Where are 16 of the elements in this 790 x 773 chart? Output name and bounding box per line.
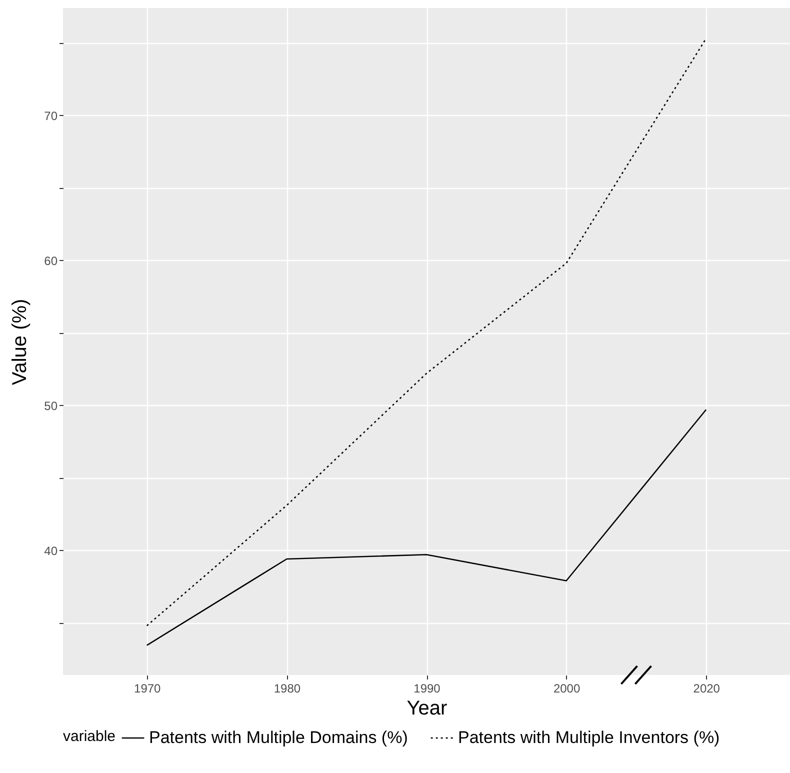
y-tick-label: 60: [44, 254, 58, 268]
legend-label: Patents with Multiple Inventors (%): [458, 728, 720, 747]
y-tick-label: 70: [44, 108, 58, 123]
y-tick-label: 40: [44, 544, 58, 558]
y-axis-title: Value (%): [9, 298, 32, 386]
x-tick-label: 1980: [274, 682, 301, 696]
x-tick-label: 2020: [693, 682, 720, 696]
x-axis-title: Year: [406, 698, 448, 720]
x-tick-label: 1970: [134, 682, 162, 696]
legend-title: variable: [63, 728, 116, 745]
line-series: [146, 38, 707, 626]
x-tick-label: 1990: [414, 682, 441, 696]
legend-label: Patents with Multiple Domains (%): [149, 728, 408, 747]
line-series: [146, 409, 707, 646]
x-tick-label: 2000: [553, 682, 580, 696]
y-tick-label: 50: [44, 398, 58, 413]
